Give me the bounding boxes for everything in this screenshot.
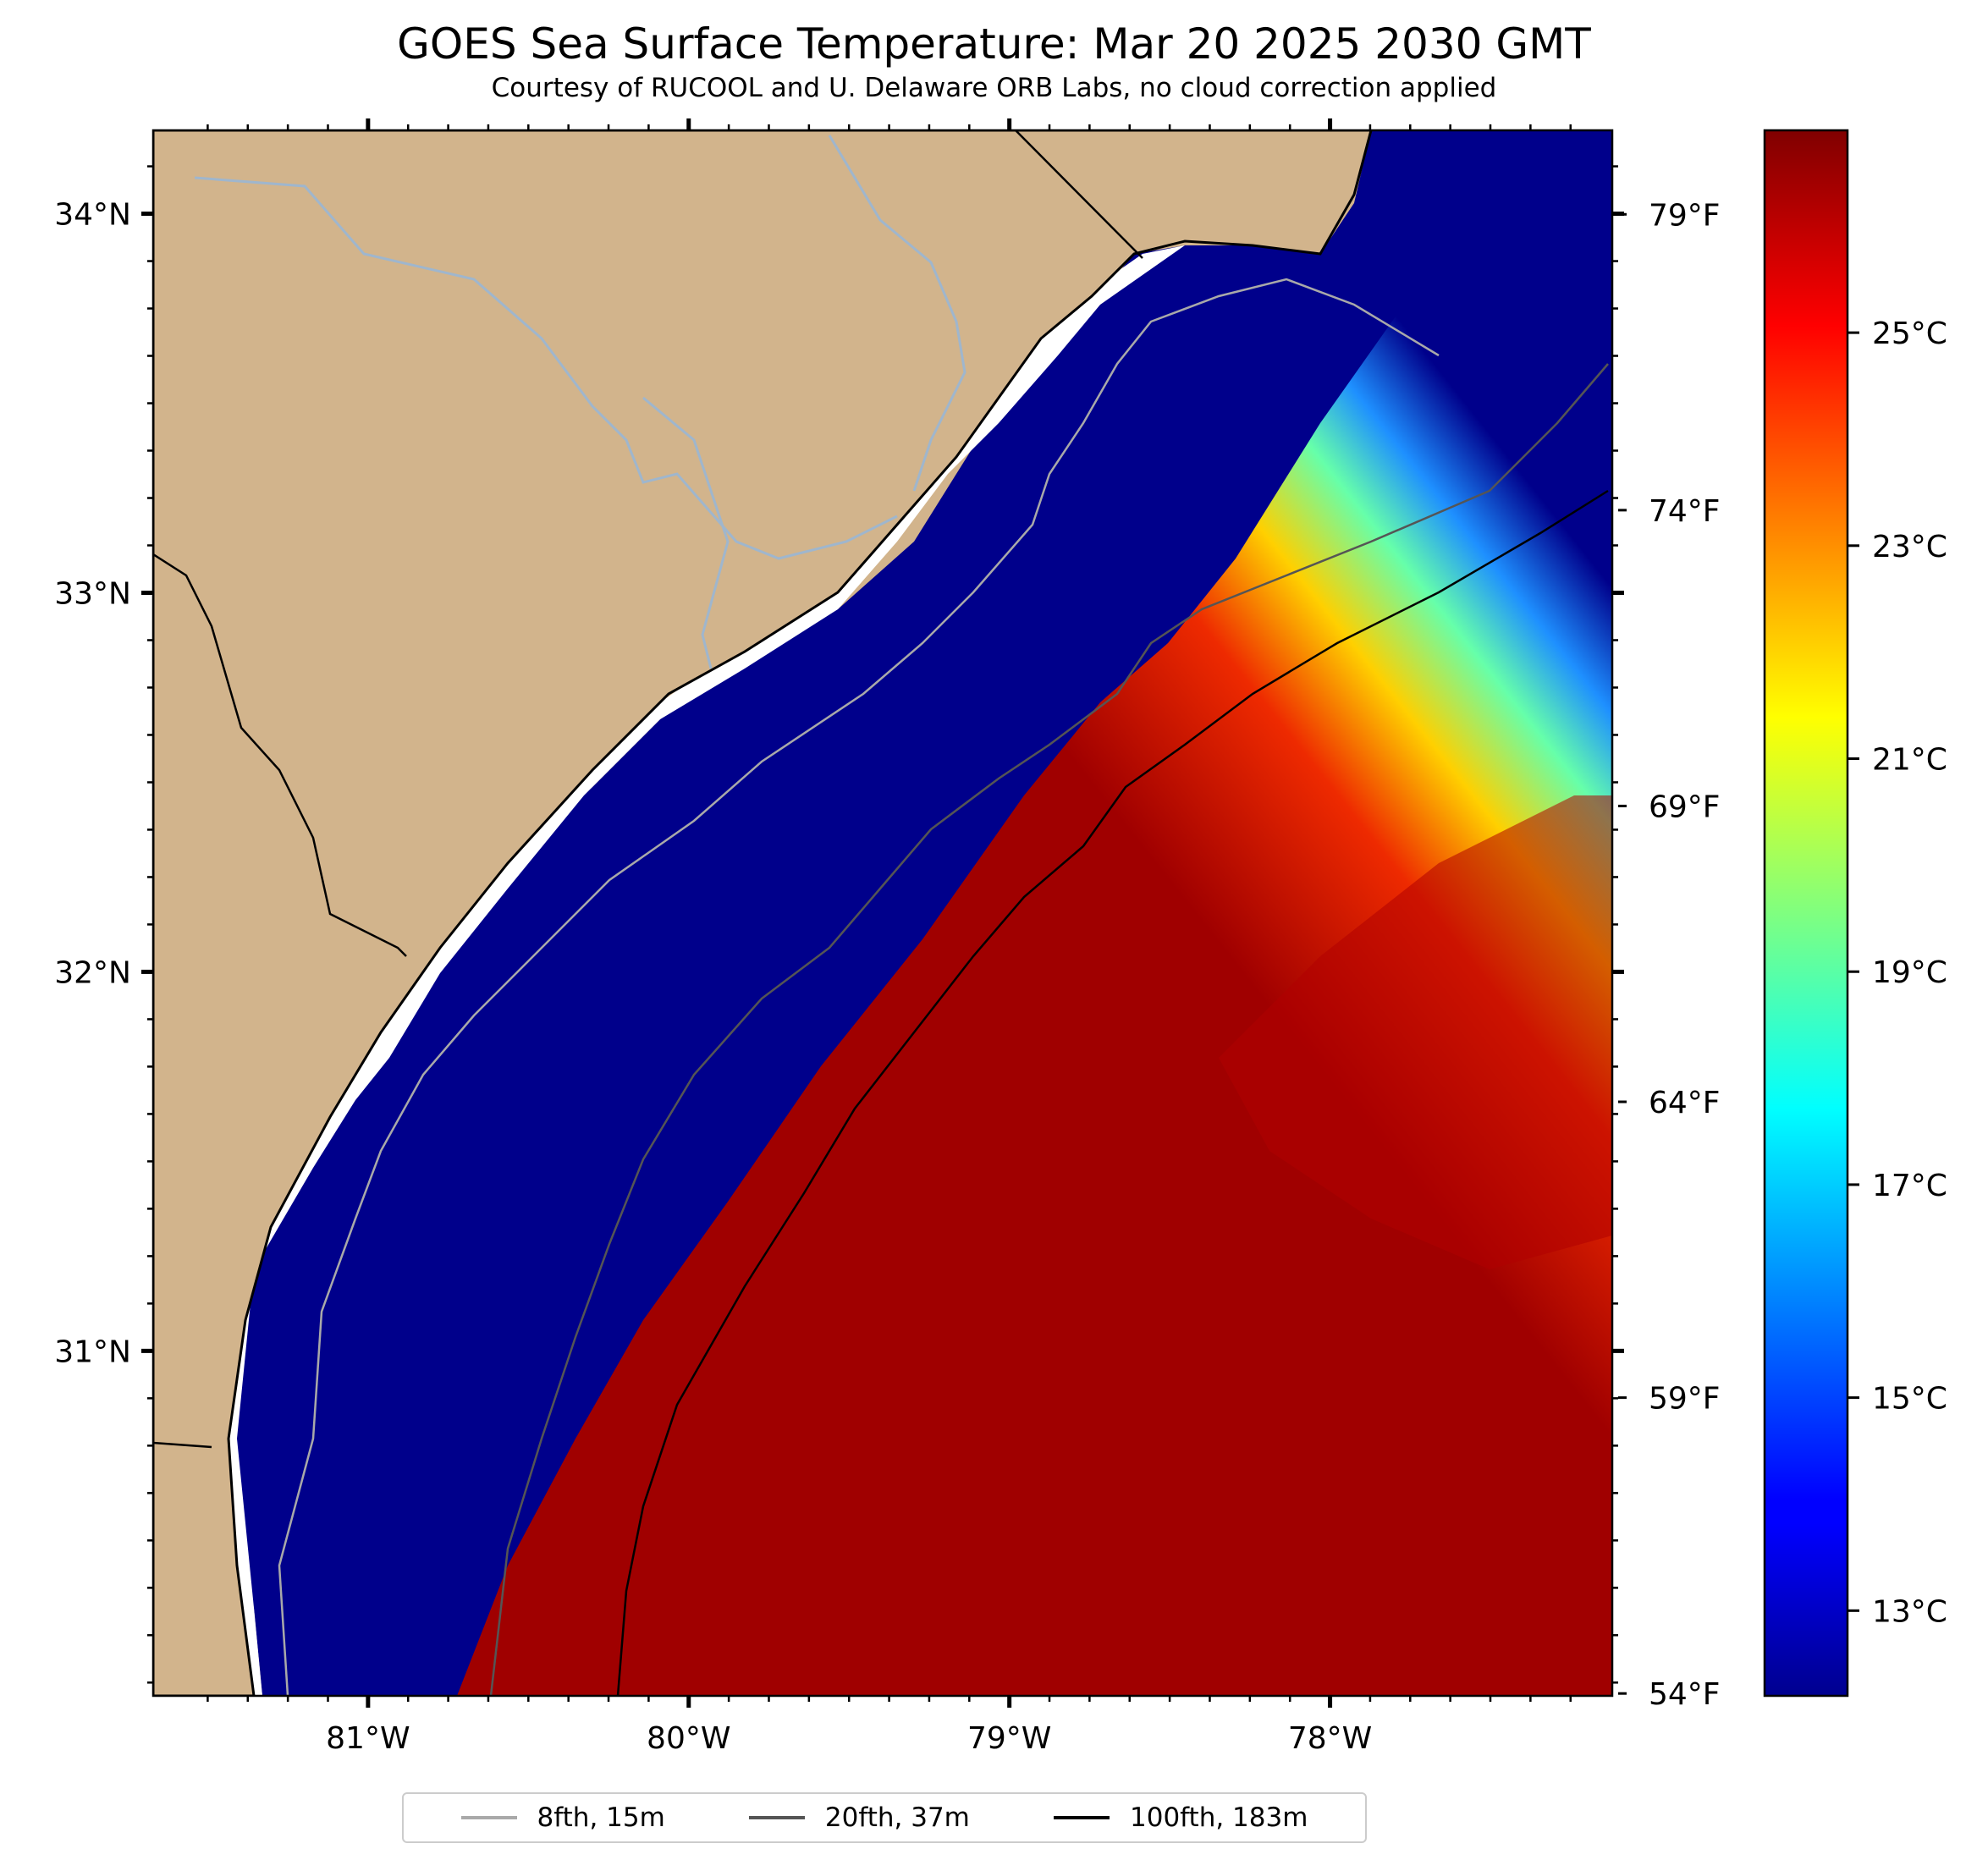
fahrenheit-tick-label: 59°F	[1649, 1382, 1721, 1417]
colorbar-tick-label: 25°C	[1872, 316, 1947, 351]
legend-item-8fth: 8fth, 15m	[460, 1802, 665, 1833]
map-subtitle: Courtesy of RUCOOL and U. Delaware ORB L…	[491, 73, 1497, 103]
river	[194, 176, 898, 560]
state-border	[153, 1441, 212, 1449]
fahrenheit-tick-label: 74°F	[1649, 494, 1721, 529]
colorbar-tick-label: 19°C	[1872, 955, 1947, 990]
colorbar-tick-label: 23°C	[1872, 530, 1947, 564]
contour-8fth	[278, 278, 1440, 1696]
state-border	[153, 553, 407, 957]
map-title: GOES Sea Surface Temperature: Mar 20 202…	[397, 19, 1591, 69]
lon-tick-label: 78°W	[1288, 1721, 1372, 1756]
river	[828, 135, 966, 492]
lon-tick-label: 81°W	[326, 1721, 410, 1756]
state-border	[1015, 130, 1143, 259]
coastline	[153, 130, 1373, 1696]
colorbar-ticks: 25°C 23°C 21°C 19°C 17°C 15°C 13°C	[1848, 316, 1947, 1629]
map-panel	[153, 130, 1612, 1696]
contour-100fth	[616, 489, 1609, 1696]
contour-20fth	[489, 363, 1609, 1696]
contour-legend: 8fth, 15m 20fth, 37m 100fth, 183m	[402, 1792, 1367, 1843]
colorbar	[1763, 129, 1849, 1698]
lat-tick-label: 32°N	[54, 955, 131, 990]
colorbar-tick-label: 17°C	[1872, 1169, 1947, 1203]
legend-line	[460, 1816, 517, 1819]
lat-tick-label: 33°N	[54, 576, 131, 611]
fahrenheit-tick-label: 54°F	[1649, 1677, 1721, 1712]
lon-tick-label: 80°W	[647, 1721, 730, 1756]
fahrenheit-tick-label: 69°F	[1649, 790, 1721, 824]
legend-label: 8fth, 15m	[537, 1802, 665, 1833]
fahrenheit-tick-label: 64°F	[1649, 1086, 1721, 1120]
colorbar-tick-label: 21°C	[1872, 743, 1947, 778]
legend-item-20fth: 20fth, 37m	[748, 1802, 970, 1833]
gulf-stream-water	[457, 130, 1612, 1696]
colorbar-tick-label: 13°C	[1872, 1594, 1947, 1629]
warm-core-eddy	[1219, 795, 1612, 1269]
legend-line	[1054, 1816, 1110, 1819]
map-frame	[151, 129, 1614, 1698]
legend-label: 20fth, 37m	[824, 1802, 970, 1833]
legend-item-100fth: 100fth, 183m	[1054, 1802, 1308, 1833]
lat-tick-label: 31°N	[54, 1334, 131, 1369]
axis-ticks: 81°W 80°W 79°W 78°W 34°N 33°N 32°N 31°N 79°F 74°F…	[54, 118, 1721, 1756]
colorbar-tick-label: 15°C	[1872, 1382, 1947, 1417]
lon-tick-label: 79°W	[967, 1721, 1051, 1756]
legend-label: 100fth, 183m	[1130, 1802, 1308, 1833]
lat-tick-label: 34°N	[54, 198, 131, 233]
legend-line	[748, 1816, 805, 1819]
river	[642, 396, 730, 669]
fahrenheit-tick-label: 79°F	[1649, 198, 1721, 233]
